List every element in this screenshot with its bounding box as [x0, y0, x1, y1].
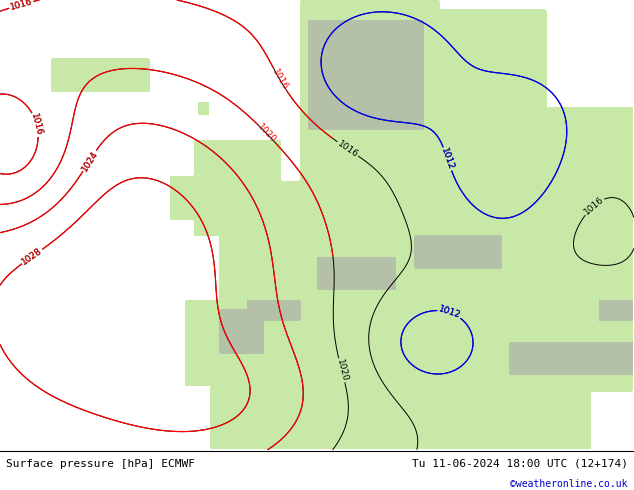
Text: ©weatheronline.co.uk: ©weatheronline.co.uk: [510, 479, 628, 489]
Text: 1028: 1028: [20, 246, 44, 267]
Text: 1012: 1012: [437, 305, 462, 320]
Text: 1016: 1016: [29, 112, 44, 137]
Text: 1012: 1012: [439, 147, 455, 172]
Text: 1016: 1016: [9, 0, 34, 12]
Text: 1012: 1012: [437, 305, 462, 320]
Text: 1020: 1020: [256, 122, 278, 145]
Text: 1016: 1016: [582, 195, 605, 217]
Text: Tu 11-06-2024 18:00 UTC (12+174): Tu 11-06-2024 18:00 UTC (12+174): [411, 459, 628, 469]
Text: 1024: 1024: [80, 149, 100, 173]
Text: 1016: 1016: [336, 139, 359, 159]
Text: 1016: 1016: [9, 0, 34, 12]
Text: Surface pressure [hPa] ECMWF: Surface pressure [hPa] ECMWF: [6, 459, 195, 469]
Text: 1012: 1012: [439, 147, 455, 172]
Text: 1016: 1016: [29, 112, 44, 137]
Text: 1020: 1020: [335, 358, 349, 383]
Text: 1024: 1024: [80, 149, 100, 173]
Text: 1028: 1028: [20, 246, 44, 267]
Text: 1016: 1016: [270, 68, 290, 92]
